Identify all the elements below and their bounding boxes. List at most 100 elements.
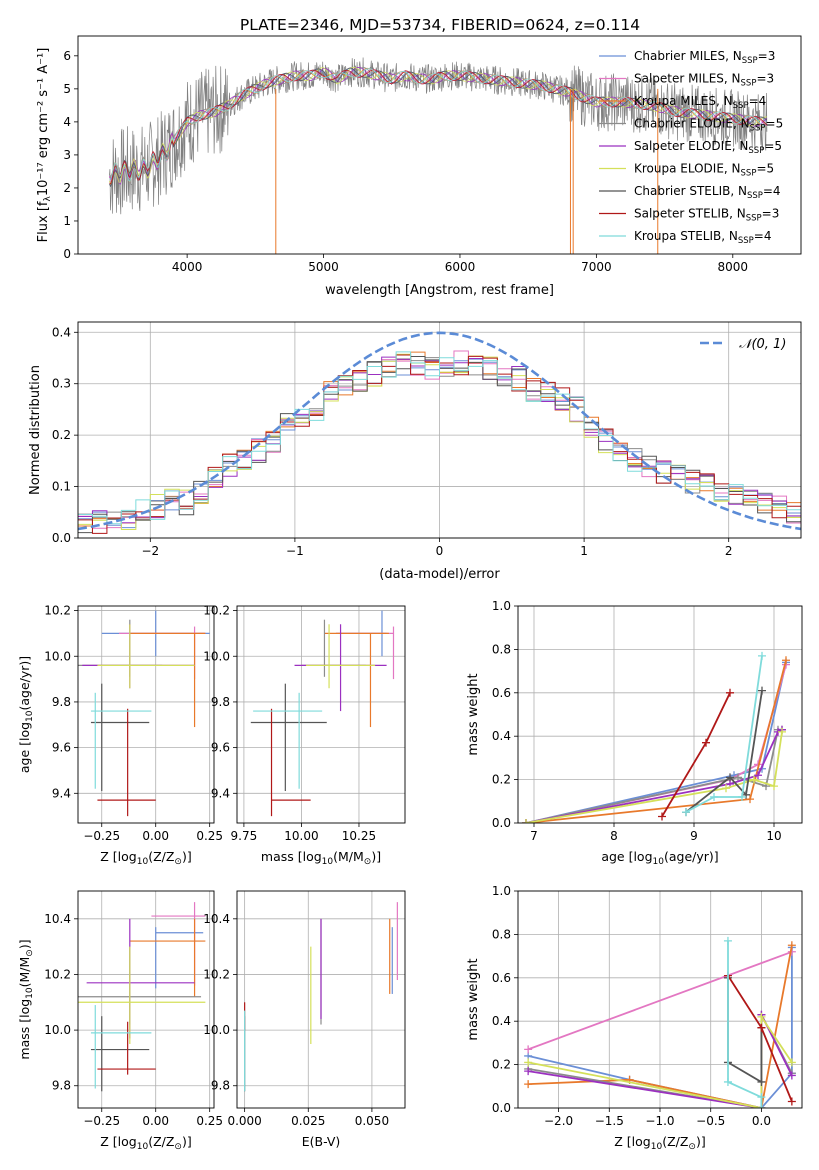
weight-point [524, 1080, 533, 1089]
y-axis-label: mass weight [466, 673, 481, 755]
axes-frame [236, 890, 406, 1109]
x-tick-label: 0 [436, 544, 444, 558]
y-tick-label: 0.8 [492, 642, 511, 656]
x-axis-label: Z [log10(Z/Z⊙)] [614, 1134, 705, 1152]
y-tick-label: 9.8 [52, 695, 71, 709]
x-tick-label: −1.0 [645, 1114, 674, 1128]
weight-point [524, 1045, 533, 1054]
plot-area [244, 902, 398, 1092]
x-tick-label: 2 [725, 544, 733, 558]
histogram-8 [78, 351, 801, 525]
weight-point [770, 782, 778, 791]
x-tick-label: 9.75 [231, 829, 258, 843]
plot-area [108, 57, 768, 254]
y-tick-label: 10.2 [203, 967, 230, 981]
y-tick-label: 0.3 [52, 377, 71, 391]
y-tick-label: 4 [63, 115, 71, 129]
weight-point [702, 738, 710, 747]
y-tick-label: 9.4 [52, 786, 71, 800]
axes-frame [77, 890, 215, 1109]
axes-frame [236, 605, 406, 824]
x-tick-label: 0.025 [291, 1114, 325, 1128]
y-tick-label: 1.0 [492, 884, 511, 898]
y-tick-label: 9.8 [52, 1079, 71, 1093]
y-tick-label: 1 [63, 214, 71, 228]
weight-point [787, 941, 796, 950]
weight-point [710, 792, 718, 801]
weight-point [723, 1077, 732, 1086]
weight-point [734, 773, 742, 782]
panel-mass-vs-EBV: 0.000 0.025 0.050 9.8 10.0 10.2 10.4 E(B-V) [203, 890, 406, 1149]
legend-label-4: Salpeter ELODIE, NSSP=5 [634, 139, 782, 156]
weight-point [758, 651, 766, 660]
weight-point [522, 819, 530, 823]
x-tick-label: 7 [530, 829, 538, 843]
x-axis-label: mass [log10(M/M⊙)] [261, 849, 381, 867]
y-tick-label: 0.0 [52, 531, 71, 545]
x-tick-label: 10.25 [342, 829, 376, 843]
x-axis-label: wavelength [Angstrom, rest frame] [325, 283, 554, 298]
weight-point [787, 1058, 796, 1067]
y-tick-label: 0.2 [492, 1058, 511, 1072]
panel-residual-histogram: −2 −1 0 1 2 0.0 0.1 0.2 0.3 0.4 (data-model)/error… [28, 321, 802, 582]
weight-point [750, 775, 758, 784]
weight-point [758, 686, 766, 695]
legend-label-1: Salpeter MILES, NSSP=3 [634, 72, 774, 89]
axes-frame [77, 321, 802, 539]
x-axis-label: (data-model)/error [379, 567, 500, 582]
legend-label-3: Chabrier ELODIE, NSSP=5 [634, 117, 783, 134]
x-tick-label: 8 [610, 829, 618, 843]
x-tick-label: 5000 [308, 260, 339, 274]
x-axis-label: Z [log10(Z/Z⊙)] [100, 1134, 191, 1152]
x-tick-label: −0.5 [696, 1114, 725, 1128]
y-tick-label: 0.2 [492, 773, 511, 787]
weight-line-0 [527, 947, 793, 1108]
x-tick-label: 8000 [718, 260, 749, 274]
panel-weight-vs-age: 7 8 9 10 0.0 0.2 0.4 0.6 0.8 1.0 age [log10(age/yr… [466, 599, 803, 867]
legend-label-6: Chabrier STELIB, NSSP=4 [634, 184, 781, 201]
x-tick-label: −1 [286, 544, 304, 558]
y-tick-label: 0.8 [492, 927, 511, 941]
weight-point [787, 1097, 796, 1106]
y-tick-label: 9.8 [211, 1079, 230, 1093]
weight-point [757, 1023, 766, 1032]
weight-point [757, 1093, 766, 1102]
weight-point [722, 784, 730, 793]
y-axis-label: mass weight [466, 958, 481, 1040]
y-tick-label: 0.1 [52, 480, 71, 494]
weight-line-6 [727, 977, 763, 1084]
x-tick-label: −0.25 [83, 1114, 120, 1128]
x-tick-label: 0.00 [142, 1114, 169, 1128]
plot-area [250, 610, 395, 817]
x-tick-label: 0.25 [196, 1114, 223, 1128]
weight-point [726, 688, 734, 697]
x-axis-label: age [log10(age/yr)] [601, 849, 718, 867]
weight-line-0 [525, 662, 787, 823]
weight-line-6 [685, 690, 763, 813]
y-axis-label: Normed distribution [28, 365, 43, 495]
panel-spectrum: 4000 5000 6000 7000 8000 0 1 2 3 4 5 6 wavelength [A… [36, 35, 802, 298]
y-tick-label: 0.0 [492, 1101, 511, 1115]
y-tick-label: 2 [63, 181, 71, 195]
legend-label-8: Kroupa STELIB, NSSP=4 [634, 229, 772, 246]
weight-point [757, 1012, 766, 1021]
y-tick-label: 10.2 [203, 604, 230, 618]
weight-line-1 [527, 950, 793, 1051]
weight-point [524, 1067, 533, 1076]
plot-area [524, 936, 796, 1108]
weight-point [757, 1077, 766, 1086]
x-tick-label: −1.5 [595, 1114, 624, 1128]
weight-line-8 [685, 655, 763, 813]
weight-line-8 [727, 940, 763, 1108]
weight-point [778, 727, 786, 736]
weight-line-2 [528, 945, 793, 1108]
y-tick-label: 10.4 [203, 912, 230, 926]
weight-point [757, 1104, 766, 1108]
x-tick-label: −2.0 [544, 1114, 573, 1128]
y-tick-label: 0.2 [52, 428, 71, 442]
x-tick-label: 7000 [581, 260, 612, 274]
y-tick-label: 10.2 [44, 604, 71, 618]
y-tick-label: 10.0 [203, 1023, 230, 1037]
y-tick-label: 0.4 [52, 325, 71, 339]
